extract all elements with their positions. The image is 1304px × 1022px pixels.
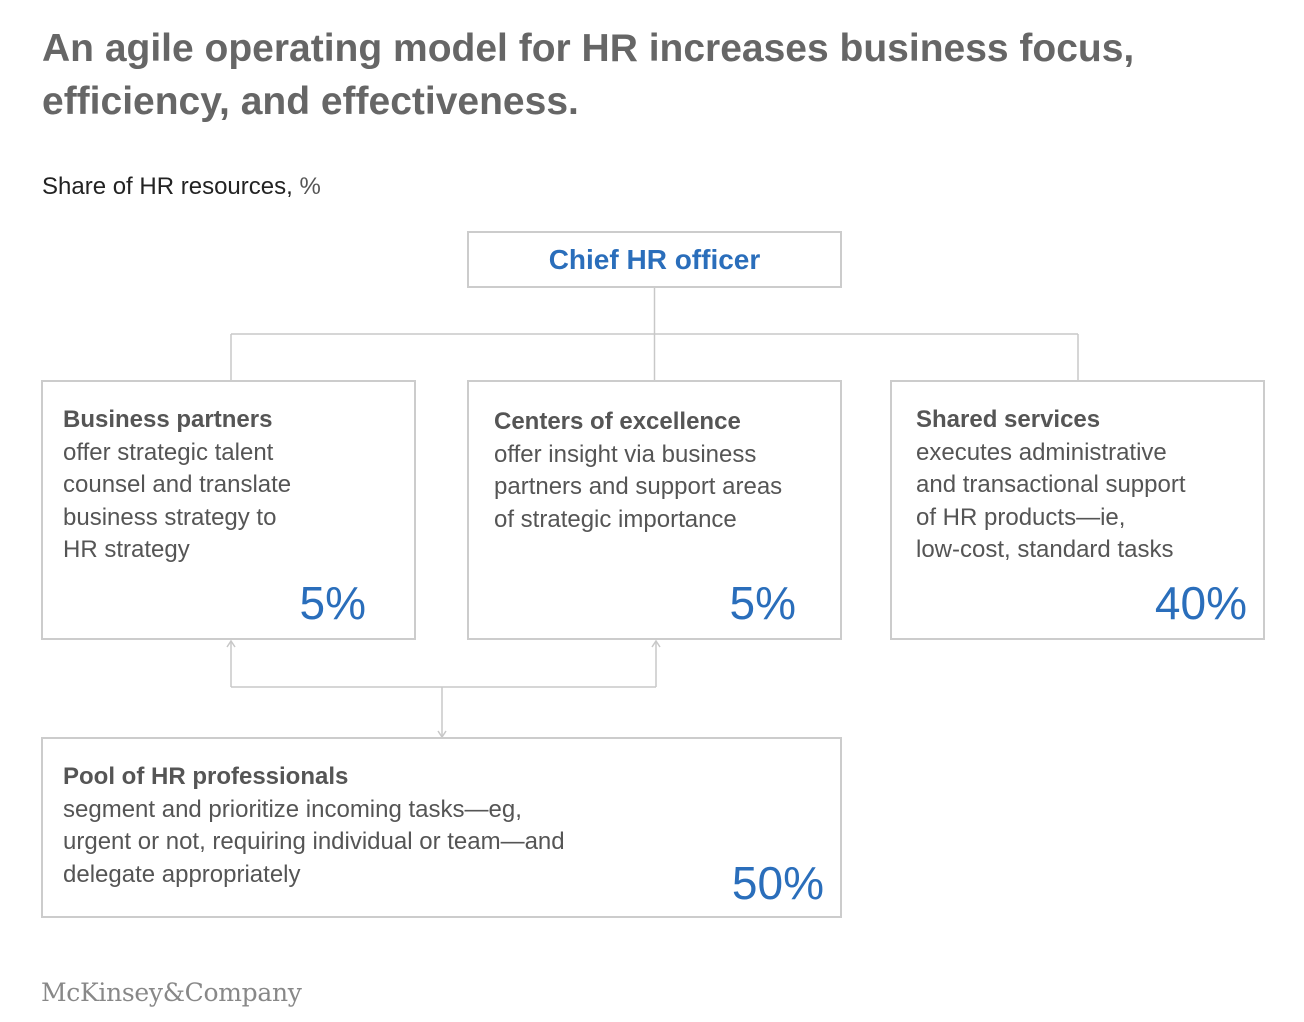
centers-of-excellence-share: 5% [729, 577, 796, 629]
description-line: of HR products—ie, [916, 503, 1126, 531]
description-line: executes administrative [916, 438, 1167, 466]
arrow-up-centers-of-excellence [651, 639, 661, 648]
centers-of-excellence-title: Centers of excellence [494, 408, 741, 435]
description-line: urgent or not, requiring individual or t… [63, 828, 565, 855]
business-partners-box: Business partners offer strategic talent… [41, 380, 416, 640]
shared-services-share: 40% [1154, 577, 1247, 629]
shared-services-box: Shared services executes administrative … [890, 380, 1265, 640]
description-line: HR strategy [63, 536, 190, 563]
pool-of-hr-professionals-share: 50% [731, 857, 824, 909]
ceo-box: Chief HR officer [467, 231, 842, 288]
description-line: counsel and translate [63, 471, 292, 498]
pool-of-hr-professionals-box: Pool of HR professionals segment and pri… [41, 737, 842, 918]
description-line: partners and support areas [494, 473, 783, 500]
description-line: offer insight via business [494, 440, 757, 468]
description-line: delegate appropriately [63, 860, 301, 888]
business-partners-title: Business partners [63, 406, 273, 433]
page-title: An agile operating model for HR increase… [42, 27, 1135, 123]
description-line: offer strategic talent [63, 438, 274, 466]
pool-of-hr-professionals-title: Pool of HR professionals [63, 763, 349, 790]
description-line: business strategy to [63, 503, 277, 531]
shared-services-description: Shared services executes administrative … [916, 404, 1251, 567]
subtitle-label: Share of HR resources, [42, 173, 293, 200]
mckinsey-logo: McKinsey&Company [41, 978, 302, 1007]
description-line: and transactional support [916, 471, 1186, 498]
business-partners-share: 5% [299, 577, 366, 629]
description-line: of strategic importance [494, 505, 737, 533]
description-line: low-cost, standard tasks [916, 536, 1174, 563]
subtitle-unit: % [299, 173, 321, 200]
arrow-up-business-partners [226, 639, 236, 648]
centers-of-excellence-box: Centers of excellence offer insight via … [467, 380, 842, 640]
pool-of-hr-professionals-description: Pool of HR professionals segment and pri… [63, 761, 828, 891]
subtitle: Share of HR resources, % [42, 172, 321, 202]
centers-of-excellence-description: Centers of excellence offer insight via … [494, 406, 828, 536]
business-partners-description: Business partners offer strategic talent… [63, 404, 402, 567]
description-line: segment and prioritize incoming tasks—eg… [63, 795, 522, 823]
shared-services-title: Shared services [916, 406, 1101, 433]
ceo-label: Chief HR officer [548, 243, 761, 275]
